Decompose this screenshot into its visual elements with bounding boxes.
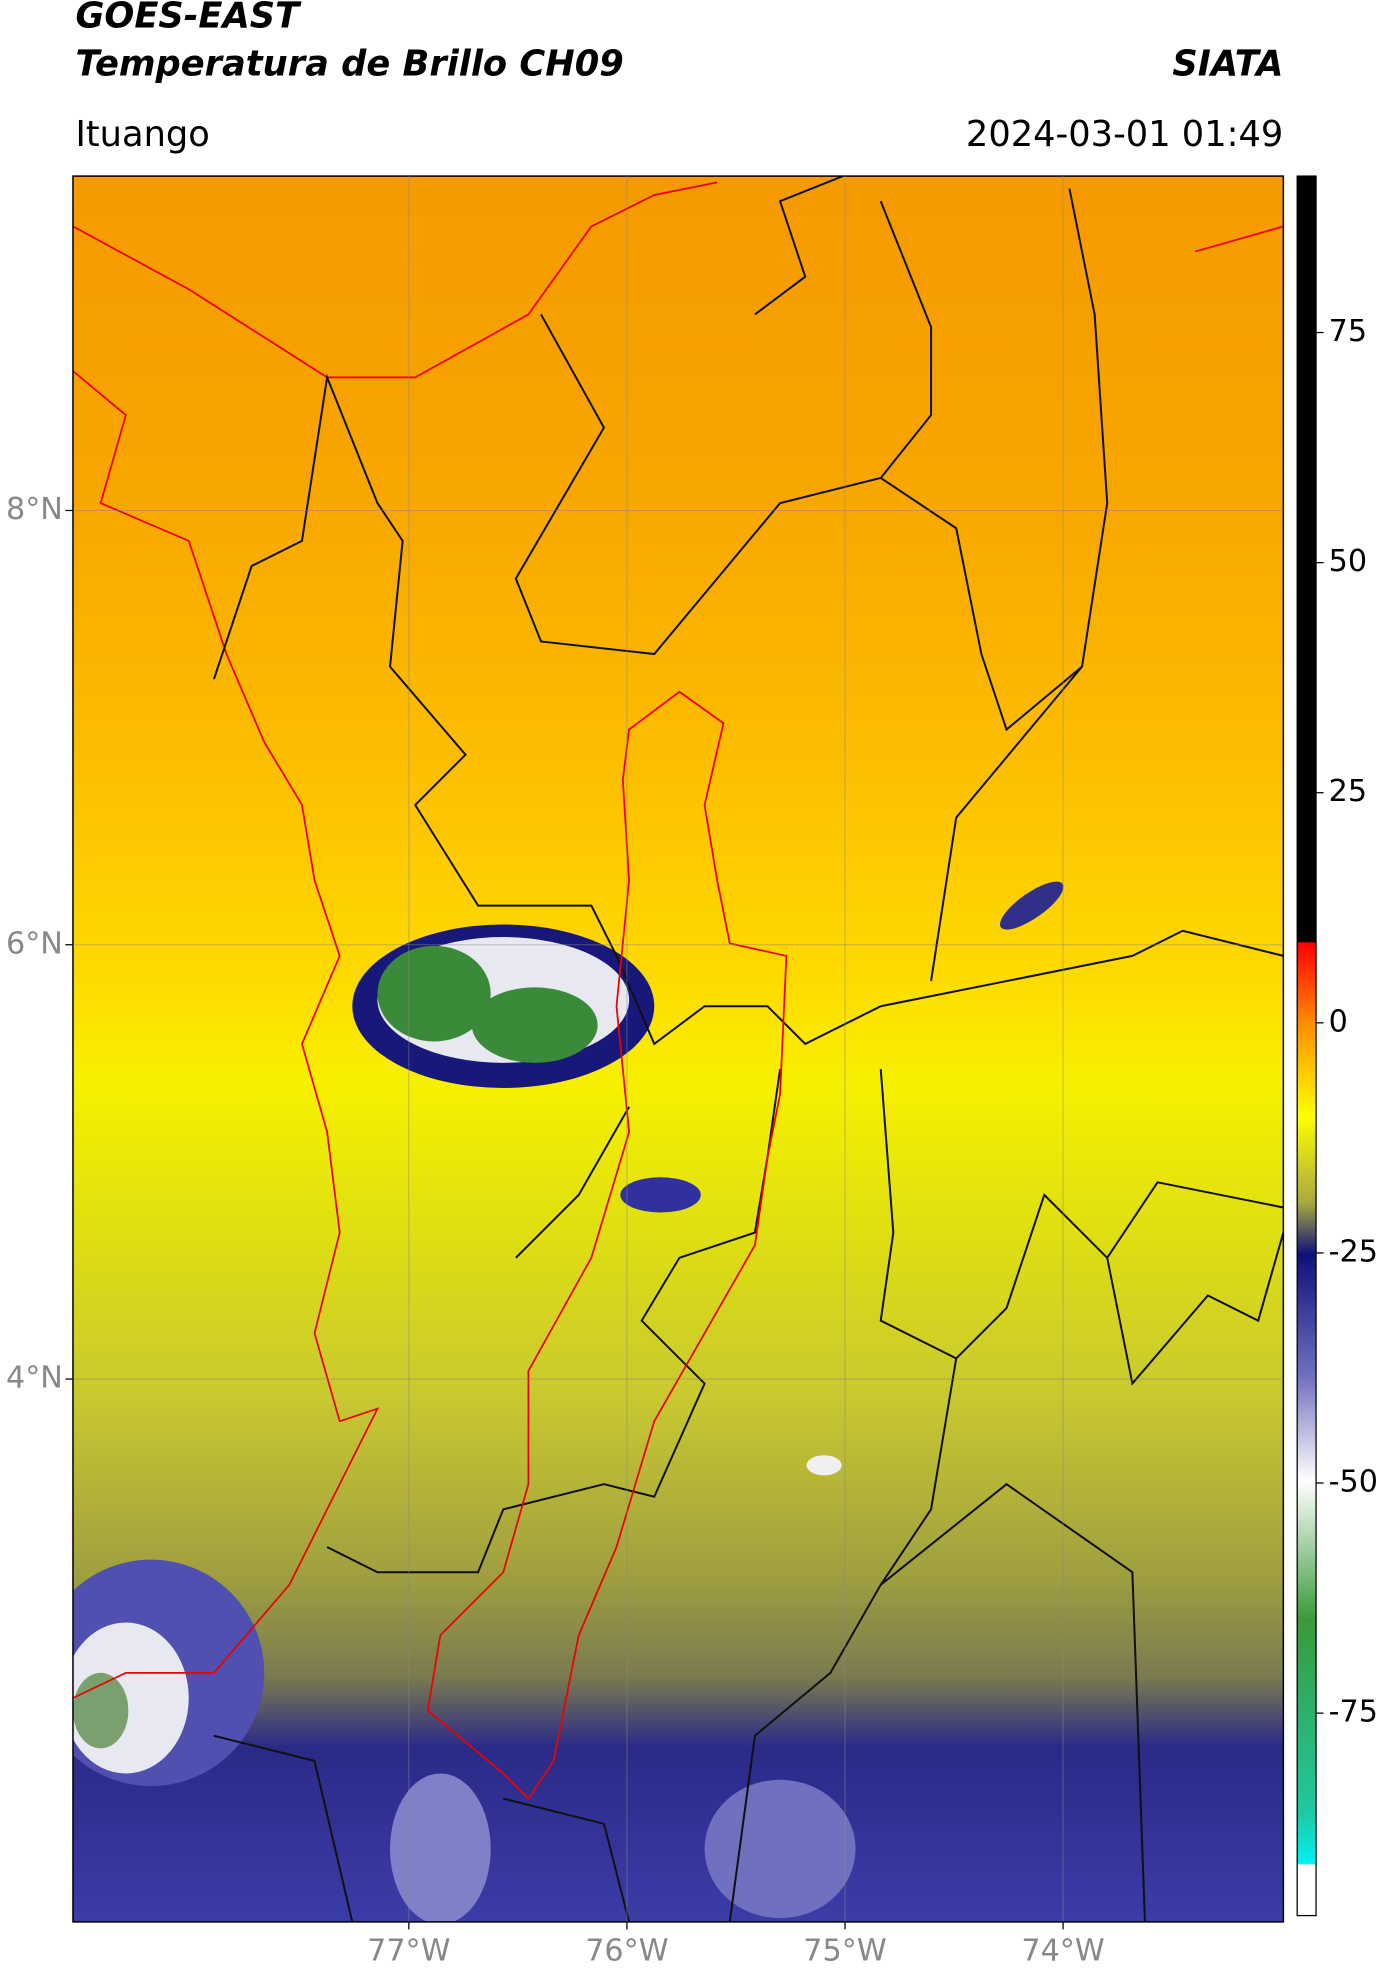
source: SIATA — [1172, 43, 1283, 84]
title: GOES-EAST — [75, 0, 302, 37]
colorbar-tick-label: 75 — [1329, 314, 1367, 349]
colorbar-tick-label: 50 — [1329, 544, 1367, 579]
lon-tick-label: 75°W — [803, 1934, 886, 1969]
brightness-field — [72, 176, 1284, 1922]
colorbar-tick-label: -50 — [1329, 1465, 1378, 1500]
map-frame — [72, 175, 1285, 1923]
lat-tick-label: 6°N — [6, 926, 63, 961]
lat-tick-label: 4°N — [6, 1361, 63, 1396]
colorbar-tick-label: -75 — [1329, 1695, 1378, 1730]
lon-tick-label: 77°W — [367, 1934, 450, 1969]
colorbar-tick-label: 0 — [1329, 1004, 1348, 1039]
timestamp: 2024-03-01 01:49 — [966, 114, 1283, 155]
lat-tick-label: 8°N — [6, 492, 63, 527]
lon-tick-label: 74°W — [1021, 1934, 1104, 1969]
colorbar-tick-label: 25 — [1329, 774, 1367, 809]
map-panel — [72, 176, 1284, 1922]
colorbar — [1296, 175, 1317, 1917]
region: Ituango — [75, 114, 209, 155]
borders — [72, 176, 1284, 1922]
subtitle: Temperatura de Brillo CH09 — [75, 43, 623, 84]
colorbar-tick-label: -25 — [1329, 1234, 1378, 1269]
lon-tick-label: 76°W — [585, 1934, 668, 1969]
